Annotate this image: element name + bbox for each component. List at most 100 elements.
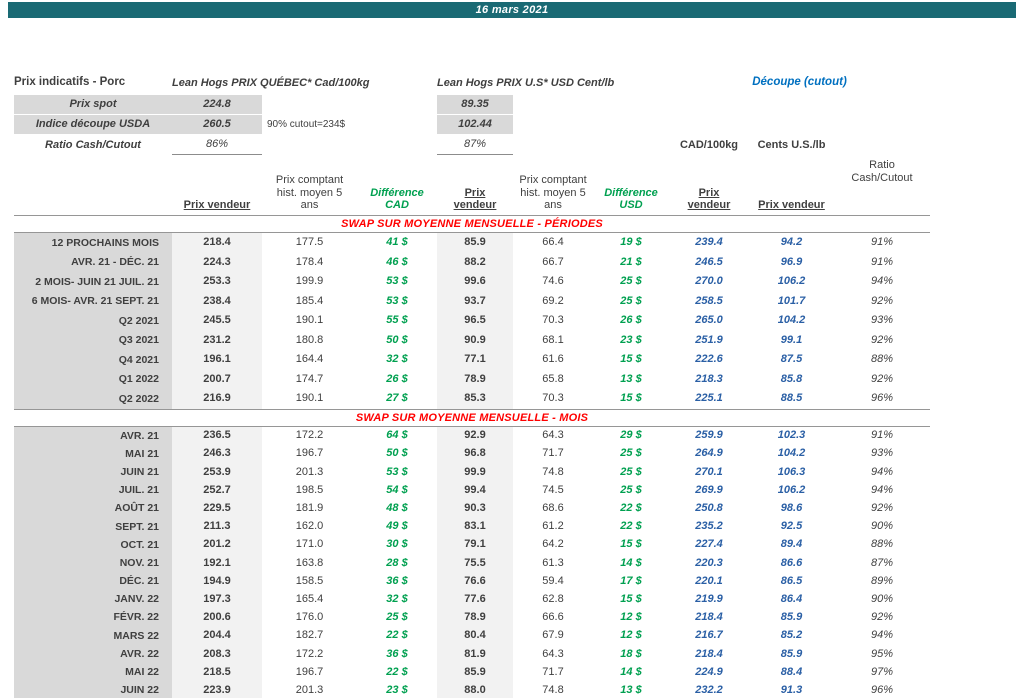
col-header-difference-usd: Différence USD xyxy=(604,186,658,212)
cell-cutout_cad: 216.7 xyxy=(695,629,723,642)
cell-cutout_cad: 219.9 xyxy=(695,592,723,605)
ratio-cash-cutout-label: Ratio Cash/Cutout xyxy=(45,138,141,151)
cell-pv_usd: 85.9 xyxy=(437,233,513,253)
row-label: DÉC. 21 xyxy=(14,572,172,591)
cell-ratio: 93% xyxy=(870,314,894,327)
cell-pc_usd: 69.2 xyxy=(542,294,564,307)
cell-pv_cad: 208.3 xyxy=(172,644,262,663)
cell-pc_cad: 162.0 xyxy=(295,520,324,533)
cell-pc_usd: 64.3 xyxy=(542,647,564,660)
cell-pv_cad: 231.2 xyxy=(172,330,262,350)
cell-diff_cad: 32 $ xyxy=(386,353,408,366)
cell-pc_usd: 70.3 xyxy=(542,392,564,405)
cell-ratio: 88% xyxy=(870,353,894,366)
cell-pc_usd: 71.7 xyxy=(542,665,564,678)
row-label: NOV. 21 xyxy=(14,553,172,572)
cell-ratio: 92% xyxy=(870,372,894,385)
cell-ratio: 96% xyxy=(870,392,894,405)
table-row: JUIN 22 223.9 201.3 23 $ 88.0 74.8 13 $ 232.2 91… xyxy=(14,681,930,698)
cell-diff_usd: 25 $ xyxy=(620,483,642,496)
cell-pv_cad: 246.3 xyxy=(172,444,262,463)
cell-cutout_cad: 250.8 xyxy=(695,502,723,515)
cell-pv_cad: 253.9 xyxy=(172,462,262,482)
cell-pc_cad: 165.4 xyxy=(295,592,324,605)
cell-ratio: 88% xyxy=(870,538,894,551)
table-row: Q3 2021 231.2 180.8 50 $ 90.9 68.1 23 $ 251.9 99… xyxy=(14,330,930,350)
cell-pv_cad: 218.4 xyxy=(172,233,262,253)
cell-ratio: 89% xyxy=(870,574,894,587)
cell-pc_cad: 198.5 xyxy=(295,483,324,496)
cell-pv_cad: 216.9 xyxy=(172,389,262,409)
cell-diff_cad: 50 $ xyxy=(386,447,408,460)
cell-diff_usd: 12 $ xyxy=(620,629,642,642)
row-label: JUIN 22 xyxy=(14,681,172,698)
row-label: SEPT. 21 xyxy=(14,517,172,536)
cell-pc_cad: 190.1 xyxy=(295,392,324,405)
cell-pc_cad: 199.9 xyxy=(295,275,324,288)
cell-pv_cad: 196.1 xyxy=(172,350,262,370)
cell-pc_usd: 61.3 xyxy=(542,556,564,569)
row-label: AVR. 22 xyxy=(14,644,172,663)
cell-pc_usd: 66.6 xyxy=(542,611,564,624)
row-label: Q1 2022 xyxy=(14,369,172,389)
cell-cutout_us: 86.4 xyxy=(780,592,803,605)
ratio-cash-cutout-usd: 87% xyxy=(437,135,513,155)
cell-pv_usd: 88.2 xyxy=(437,252,513,272)
cell-diff_usd: 19 $ xyxy=(620,236,642,249)
row-label: Q3 2021 xyxy=(14,330,172,350)
table-row: MAI 21 246.3 196.7 50 $ 96.8 71.7 25 $ 264.9 104… xyxy=(14,444,930,463)
cell-cutout_cad: 225.1 xyxy=(695,392,723,405)
cell-pc_usd: 64.2 xyxy=(542,538,564,551)
row-label: MAI 22 xyxy=(14,662,172,682)
cell-pv_usd: 80.4 xyxy=(437,626,513,645)
section-header: SWAP SUR MOYENNE MENSUELLE - PÉRIODES xyxy=(14,215,930,233)
table-row: AOÛT 21 229.5 181.9 48 $ 90.3 68.6 22 $ 250.8 98… xyxy=(14,499,930,518)
cell-cutout_us: 87.5 xyxy=(780,353,803,366)
cell-pc_usd: 59.4 xyxy=(542,574,564,587)
cell-cutout_cad: 265.0 xyxy=(695,314,723,327)
cell-ratio: 94% xyxy=(870,629,894,642)
cell-diff_cad: 22 $ xyxy=(386,629,408,642)
swap-table-body: SWAP SUR MOYENNE MENSUELLE - PÉRIODES 12 … xyxy=(14,215,930,698)
row-label: 6 MOIS- AVR. 21 SEPT. 21 xyxy=(14,291,172,311)
row-label: 12 PROCHAINS MOIS xyxy=(14,233,172,253)
row-label: FÉVR. 22 xyxy=(14,608,172,627)
row-label: Q2 2021 xyxy=(14,311,172,331)
cell-cutout_cad: 269.9 xyxy=(695,483,723,496)
prix-spot-cad: 224.8 xyxy=(172,95,262,114)
cell-pv_cad: 211.3 xyxy=(172,517,262,536)
cell-cutout_us: 104.2 xyxy=(777,447,806,460)
cell-diff_usd: 26 $ xyxy=(620,314,642,327)
cell-cutout_cad: 270.0 xyxy=(695,275,723,288)
indice-decoupe-usd: 102.44 xyxy=(437,115,513,134)
table-row: JANV. 22 197.3 165.4 32 $ 77.6 62.8 15 $ 219.9 8… xyxy=(14,590,930,609)
cell-cutout_cad: 239.4 xyxy=(695,236,723,249)
cell-diff_usd: 14 $ xyxy=(620,556,642,569)
cell-diff_usd: 22 $ xyxy=(620,502,642,515)
cell-ratio: 92% xyxy=(870,333,894,346)
cell-pv_cad: 252.7 xyxy=(172,481,262,500)
cell-pc_cad: 172.2 xyxy=(295,429,324,442)
cell-ratio: 90% xyxy=(870,520,894,533)
cell-diff_usd: 25 $ xyxy=(620,465,642,478)
cell-diff_cad: 53 $ xyxy=(386,294,408,307)
cell-pc_cad: 178.4 xyxy=(295,255,324,268)
group-header-us: Cents U.S./lb xyxy=(757,138,826,151)
cell-pv_cad: 245.5 xyxy=(172,311,262,331)
cell-diff_usd: 18 $ xyxy=(620,647,642,660)
table-row: JUIL. 21 252.7 198.5 54 $ 99.4 74.5 25 $ 269.9 1… xyxy=(14,481,930,500)
cell-cutout_cad: 246.5 xyxy=(695,255,723,268)
row-label: 2 MOIS- JUIN 21 JUIL. 21 xyxy=(14,272,172,292)
cell-pc_usd: 61.6 xyxy=(542,353,564,366)
cell-pc_cad: 181.9 xyxy=(295,502,324,515)
cell-pc_usd: 74.8 xyxy=(542,465,564,478)
table-row: NOV. 21 192.1 163.8 28 $ 75.5 61.3 14 $ 220.3 86… xyxy=(14,553,930,572)
cell-pv_cad: 238.4 xyxy=(172,291,262,311)
cell-ratio: 91% xyxy=(870,429,894,442)
cell-pv_usd: 85.9 xyxy=(437,662,513,682)
cell-diff_usd: 21 $ xyxy=(620,255,642,268)
cell-pv_usd: 90.3 xyxy=(437,499,513,518)
cell-diff_usd: 25 $ xyxy=(620,294,642,307)
header-row: Prix indicatifs - Porc Lean Hogs PRIX QU… xyxy=(14,74,930,92)
cell-pv_cad: 200.7 xyxy=(172,369,262,389)
